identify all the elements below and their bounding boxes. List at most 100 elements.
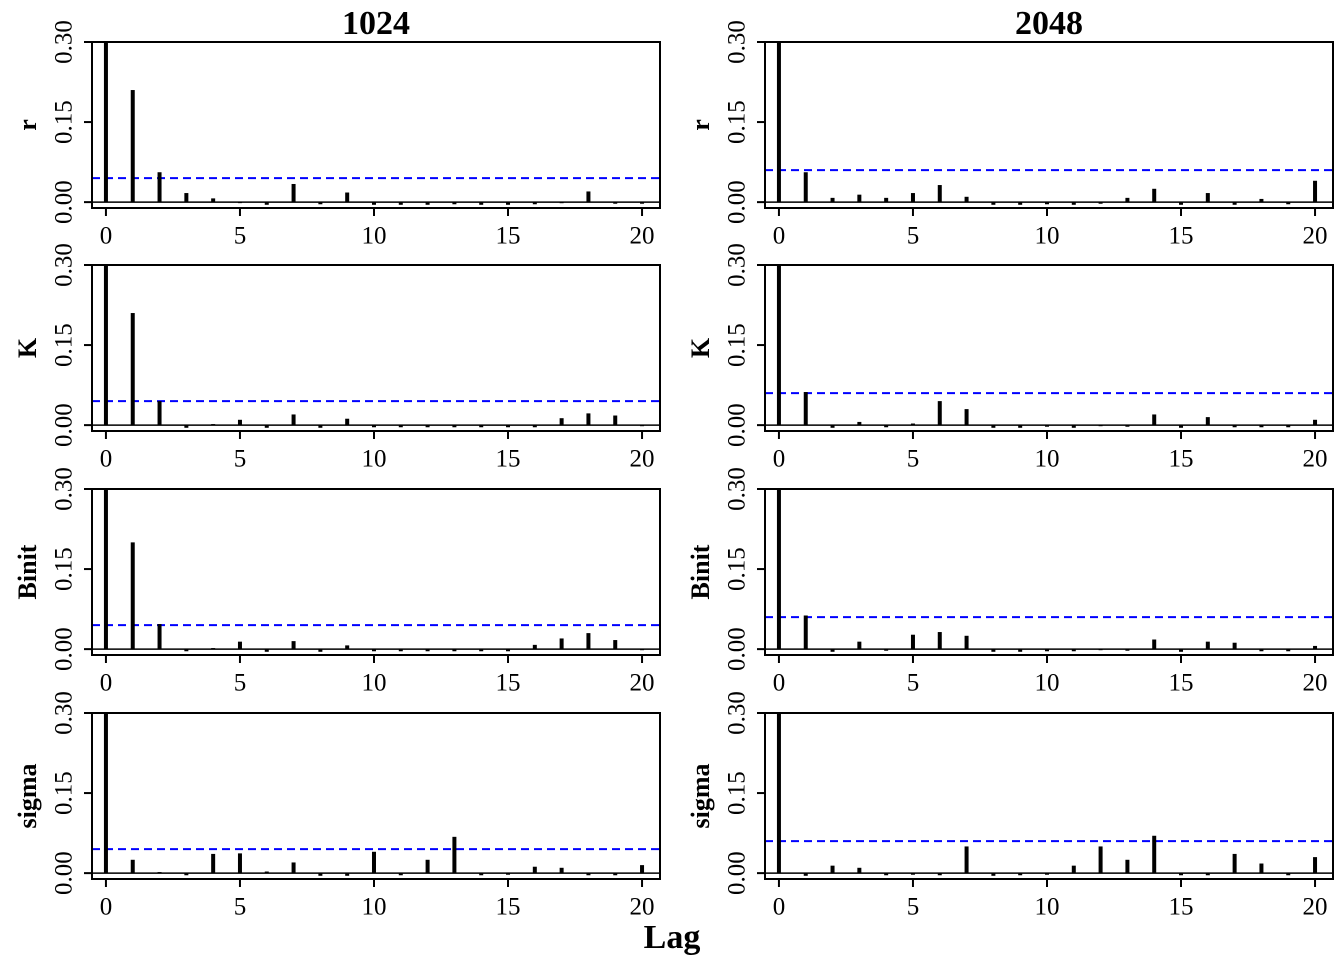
bar (532, 644, 537, 650)
bar (371, 202, 376, 205)
y-tick-label: 0.30 (51, 691, 78, 735)
bar (830, 649, 835, 652)
bar (291, 183, 296, 203)
bar (776, 265, 781, 426)
bar (371, 425, 376, 428)
x-tick-label: 5 (907, 894, 920, 921)
bar (425, 202, 430, 205)
x-tick-label: 10 (361, 670, 386, 697)
bar (291, 862, 296, 874)
panel: K 0.00 0.15 0.30 0 5 10 15 20 (686, 243, 1334, 473)
bar (130, 859, 135, 874)
y-axis-label: Binit (13, 544, 42, 599)
bar (1179, 649, 1184, 652)
bar (398, 425, 403, 428)
bar (559, 202, 564, 204)
bar (237, 202, 242, 204)
bar (506, 202, 511, 205)
bar (318, 649, 323, 652)
y-tick-label: 0.30 (51, 20, 78, 64)
y-tick-label: 0.15 (724, 100, 751, 144)
x-tick-label: 10 (1034, 670, 1059, 697)
bar (884, 197, 889, 203)
bar (613, 202, 618, 204)
bar (937, 873, 942, 876)
bar (803, 172, 808, 203)
panel: sigma 0.00 0.15 0.30 0 5 10 15 20 (13, 691, 661, 921)
bar (1018, 649, 1023, 652)
bar (830, 425, 835, 428)
bar (264, 425, 269, 428)
y-axis-label: r (686, 119, 715, 131)
bar (264, 649, 269, 652)
plot-frame (764, 712, 1334, 880)
x-tick-label: 0 (100, 446, 113, 473)
x-tick-label: 0 (773, 446, 786, 473)
bar (1071, 865, 1076, 874)
bar (103, 265, 108, 426)
bar (910, 873, 915, 875)
bar (884, 649, 889, 651)
bar (1044, 202, 1049, 205)
bar (371, 851, 376, 874)
plot-frame (764, 264, 1334, 432)
y-tick-label: 0.00 (724, 403, 751, 447)
bar (1205, 417, 1210, 426)
x-tick-label: 15 (1169, 894, 1194, 921)
bar (371, 649, 376, 652)
x-tick-label: 5 (907, 670, 920, 697)
bar (318, 425, 323, 428)
x-tick-label: 10 (361, 223, 386, 250)
bar (1125, 649, 1130, 651)
y-tick-label: 0.30 (724, 691, 751, 735)
bar (157, 401, 162, 426)
bar (1313, 419, 1318, 426)
bar (237, 641, 242, 650)
x-tick-label: 0 (100, 894, 113, 921)
x-tick-label: 15 (496, 670, 521, 697)
panel: 2048 r 0.00 0.15 0.30 0 5 10 15 20 (686, 5, 1334, 250)
bar (1125, 859, 1130, 874)
bar (640, 649, 645, 651)
y-tick-label: 0.30 (724, 243, 751, 287)
bar (452, 425, 457, 428)
bar (1152, 188, 1157, 203)
panel: sigma 0.00 0.15 0.30 0 5 10 15 20 (686, 691, 1334, 921)
bar (1125, 197, 1130, 203)
bar (857, 867, 862, 874)
bar (1152, 835, 1157, 874)
x-tick-label: 0 (773, 894, 786, 921)
x-tick-label: 10 (361, 446, 386, 473)
x-tick-label: 20 (1303, 894, 1328, 921)
x-tick-label: 5 (234, 670, 247, 697)
bar (130, 542, 135, 650)
bar (452, 649, 457, 652)
x-tick-label: 10 (361, 894, 386, 921)
x-tick-label: 5 (907, 223, 920, 250)
bar (157, 624, 162, 650)
bar (830, 197, 835, 203)
bar (157, 172, 162, 203)
y-axis-label: Binit (686, 544, 715, 599)
bar (830, 865, 835, 874)
bar (559, 867, 564, 874)
bar (452, 202, 457, 205)
bar (506, 649, 511, 652)
bar (613, 873, 618, 876)
bar (103, 42, 108, 203)
x-tick-label: 20 (1303, 446, 1328, 473)
bar (1259, 649, 1264, 652)
plot-area (765, 265, 1333, 428)
bar (1098, 202, 1103, 204)
bar (1179, 202, 1184, 205)
x-tick-label: 0 (100, 670, 113, 697)
bar (1018, 425, 1023, 428)
bar (425, 425, 430, 428)
plot-frame (91, 712, 661, 880)
plot-frame (764, 41, 1334, 209)
bar (130, 90, 135, 203)
bar (1071, 202, 1076, 205)
y-axis-label: sigma (13, 764, 42, 829)
bar (1098, 425, 1103, 427)
y-tick-label: 0.00 (51, 180, 78, 224)
